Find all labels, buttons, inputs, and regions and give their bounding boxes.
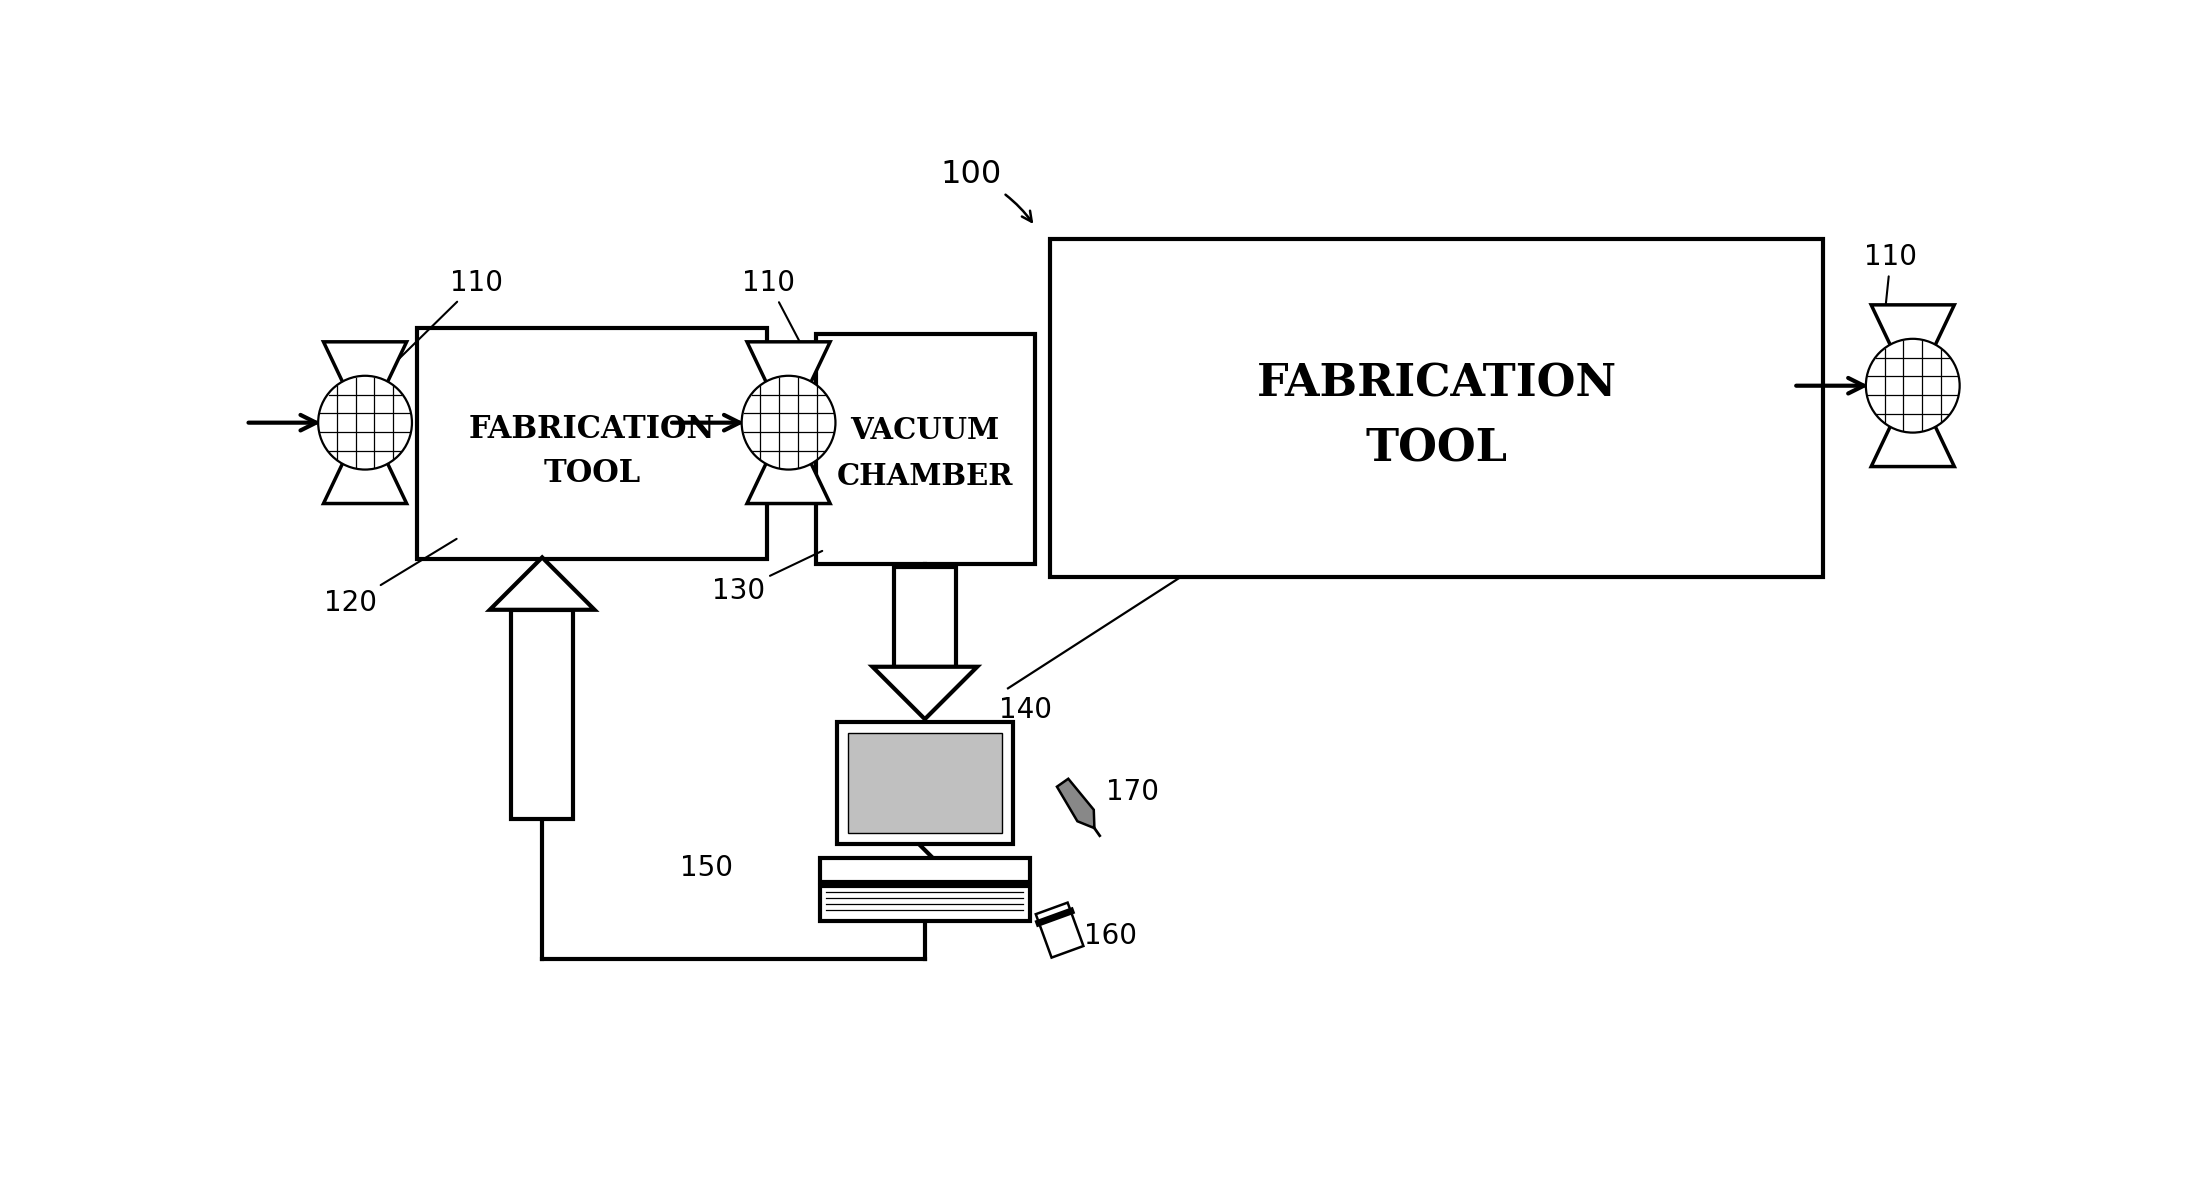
- Text: 140: 140: [999, 696, 1052, 724]
- Bar: [1050, 240, 1822, 576]
- Polygon shape: [747, 342, 829, 503]
- Text: TOOL: TOOL: [544, 458, 641, 489]
- Text: VACUUM: VACUUM: [851, 416, 999, 445]
- Bar: [511, 610, 573, 820]
- Circle shape: [1866, 339, 1959, 433]
- Circle shape: [741, 376, 836, 470]
- Text: 150: 150: [681, 854, 734, 882]
- Text: FABRICATION: FABRICATION: [1256, 363, 1616, 406]
- Bar: [847, 733, 1002, 833]
- Text: 100: 100: [940, 159, 1033, 222]
- Text: TOOL: TOOL: [1366, 427, 1508, 470]
- Polygon shape: [1871, 305, 1955, 466]
- Bar: [416, 328, 767, 560]
- Polygon shape: [491, 557, 595, 610]
- Bar: [893, 567, 955, 667]
- Text: 120: 120: [325, 539, 458, 617]
- Text: 170: 170: [1106, 778, 1159, 806]
- Text: FABRICATION: FABRICATION: [469, 414, 714, 445]
- Text: 160: 160: [1083, 922, 1136, 950]
- Bar: [820, 858, 1030, 883]
- Bar: [838, 722, 1013, 843]
- Polygon shape: [1035, 903, 1083, 958]
- Circle shape: [318, 376, 411, 470]
- Text: CHAMBER: CHAMBER: [838, 462, 1013, 490]
- Bar: [816, 334, 1035, 563]
- Text: 130: 130: [712, 551, 822, 605]
- Text: 110: 110: [1864, 243, 1917, 323]
- Bar: [820, 886, 1030, 921]
- Polygon shape: [873, 667, 977, 719]
- Text: 110: 110: [743, 268, 807, 354]
- Polygon shape: [323, 342, 407, 503]
- Polygon shape: [1057, 779, 1094, 828]
- Text: 110: 110: [396, 268, 502, 361]
